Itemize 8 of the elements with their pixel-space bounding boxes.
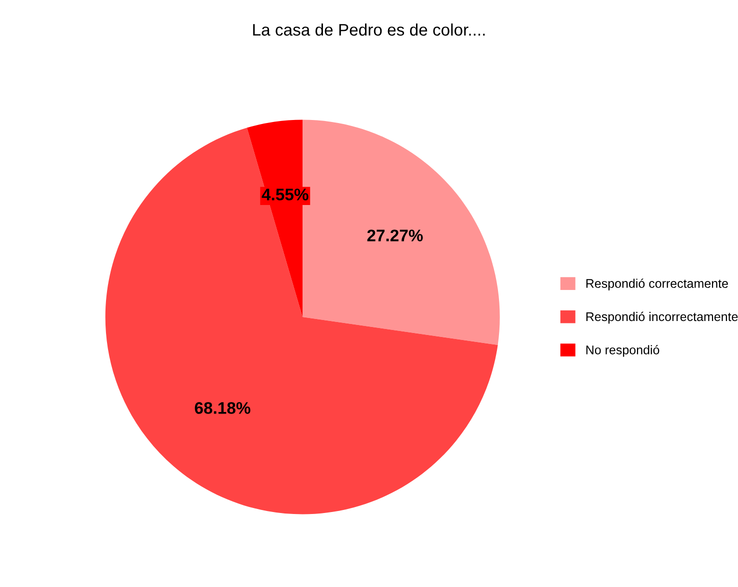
legend-label: Respondió incorrectamente	[586, 312, 738, 324]
data-label: 4.55%	[262, 188, 308, 200]
legend-label: Respondió correctamente	[586, 278, 728, 290]
pie-slice	[105, 128, 498, 514]
chart-title: La casa de Pedro es de color....	[253, 23, 485, 36]
legend-label: No respondió	[586, 345, 660, 357]
data-label: 27.27%	[367, 230, 423, 242]
data-label: 68.18%	[194, 402, 250, 414]
